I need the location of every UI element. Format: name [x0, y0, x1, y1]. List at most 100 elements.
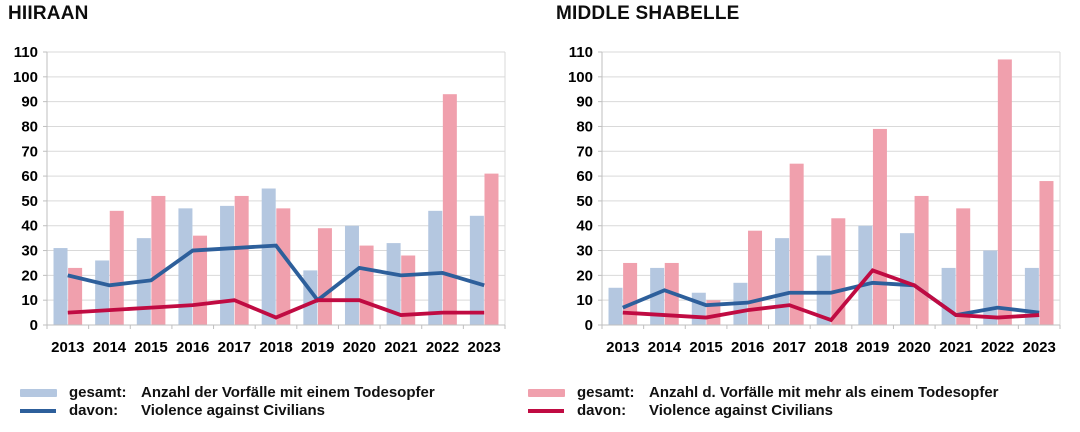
- x-axis-label: 2023: [467, 339, 500, 356]
- bar-gesamt-einem-todesopfer-2019: [858, 225, 873, 325]
- bar-gesamt-mehr-als-einem-todesopfer-2017: [234, 195, 249, 325]
- x-axis-label: 2017: [218, 339, 251, 356]
- x-axis-label: 2014: [93, 339, 127, 356]
- bar-gesamt-mehr-als-einem-todesopfer-2020: [359, 245, 374, 325]
- bar-gesamt-einem-todesopfer-2013: [608, 287, 623, 325]
- x-axis-label: 2019: [301, 339, 334, 356]
- bar-gesamt-mehr-als-einem-todesopfer-2023: [484, 173, 499, 325]
- legend-bar-swatch-pink-icon: [528, 388, 565, 397]
- bar-gesamt-mehr-als-einem-todesopfer-2014: [109, 210, 124, 325]
- x-axis-label: 2016: [176, 339, 209, 356]
- legend-prefix: gesamt:: [69, 384, 127, 401]
- legend-prefix: davon:: [69, 402, 119, 419]
- bar-gesamt-einem-todesopfer-2014: [650, 267, 665, 325]
- chart-panel-hiiraan: HIIRAAN 0 10 20 30 40 50 60 70 80 90 100 110 2013 201…: [0, 0, 540, 378]
- chart-panel-middle-shabelle: MIDDLE SHABELLE 0 10 20 30 40 50 60 70 80 90 100 11…: [540, 0, 1080, 378]
- y-axis-label: 60: [21, 168, 38, 185]
- y-axis-label: 0: [30, 317, 38, 334]
- y-axis-label: 70: [576, 143, 593, 160]
- x-axis-label: 2019: [856, 339, 889, 356]
- bar-gesamt-mehr-als-einem-todesopfer-2018: [276, 208, 291, 325]
- x-axis-label: 2023: [1022, 339, 1055, 356]
- chart-middle-shabelle: 0 10 20 30 40 50 60 70 80 90 100 110 2013 2014 2015 201…: [568, 44, 1061, 356]
- x-axis-label: 2022: [981, 339, 1014, 356]
- y-axis-label: 70: [21, 143, 38, 160]
- y-axis-label: 60: [576, 168, 593, 185]
- y-axis-label: 110: [14, 44, 38, 61]
- legend-prefix: gesamt:: [577, 384, 635, 401]
- y-axis-label: 50: [576, 193, 593, 210]
- y-axis-label: 10: [21, 292, 38, 309]
- bar-gesamt-einem-todesopfer-2016: [178, 208, 193, 325]
- x-axis-label: 2021: [384, 339, 417, 356]
- bar-gesamt-mehr-als-einem-todesopfer-2017: [789, 163, 804, 325]
- y-axis-label: 100: [568, 69, 593, 86]
- y-axis-label: 80: [21, 118, 38, 135]
- legend-bar-swatch-blue-icon: [20, 388, 57, 397]
- bar-gesamt-mehr-als-einem-todesopfer-2022: [997, 59, 1012, 325]
- legend-prefix: davon:: [577, 402, 627, 419]
- legend-row: gesamt: Anzahl d. Vorfälle mit mehr als …: [528, 384, 999, 401]
- line-davon-vac-einem: [67, 243, 485, 303]
- y-axis-label: 100: [13, 69, 38, 86]
- x-axis-label: 2015: [134, 339, 167, 356]
- x-axis-label: 2020: [898, 339, 931, 356]
- x-axis-label: 2016: [731, 339, 764, 356]
- line-davon-vac-mehr: [67, 298, 485, 320]
- legend-line-swatch-blue-icon: [20, 408, 56, 413]
- bar-gesamt-einem-todesopfer-2014: [95, 260, 110, 325]
- line-davon-vac-einem: [622, 280, 1040, 318]
- bar-gesamt-mehr-als-einem-todesopfer-2019: [317, 228, 332, 325]
- legend-label: Anzahl d. Vorfälle mit mehr als einem To…: [649, 384, 999, 401]
- legend-line-swatch-red-icon: [528, 408, 564, 413]
- bar-gesamt-mehr-als-einem-todesopfer-2015: [151, 195, 166, 325]
- x-axis-label: 2018: [814, 339, 847, 356]
- y-axis-label: 30: [576, 243, 593, 260]
- x-axis-label: 2013: [606, 339, 639, 356]
- chart-title-middle-shabelle: MIDDLE SHABELLE: [556, 3, 740, 24]
- bar-gesamt-einem-todesopfer-2021: [941, 267, 956, 325]
- bar-gesamt-einem-todesopfer-2013: [53, 248, 68, 325]
- legend-single-fatality: gesamt: Anzahl der Vorfälle mit einem To…: [20, 384, 435, 420]
- bar-gesamt-einem-todesopfer-2018: [816, 255, 831, 325]
- y-axis-label: 90: [576, 94, 593, 111]
- y-axis-label: 20: [576, 267, 593, 284]
- y-axis-label: 50: [21, 193, 38, 210]
- line-davon-vac-mehr: [622, 268, 1040, 323]
- y-axis-label: 40: [576, 218, 593, 235]
- bar-gesamt-einem-todesopfer-2017: [775, 238, 790, 325]
- bar-gesamt-einem-todesopfer-2017: [220, 205, 235, 325]
- bar-gesamt-einem-todesopfer-2015: [691, 292, 706, 325]
- x-axis-label: 2014: [648, 339, 682, 356]
- x-axis-label: 2021: [939, 339, 972, 356]
- legend-label: Violence against Civilians: [649, 402, 833, 419]
- bar-gesamt-einem-todesopfer-2018: [261, 188, 276, 325]
- bar-gesamt-einem-todesopfer-2022: [428, 210, 443, 325]
- bar-gesamt-mehr-als-einem-todesopfer-2019: [872, 128, 887, 325]
- chart-hiiraan: 0 10 20 30 40 50 60 70 80 90 100 110 2013 2014 2015 201…: [13, 44, 506, 356]
- bar-gesamt-einem-todesopfer-2023: [469, 215, 484, 325]
- legend-row: davon: Violence against Civilians: [20, 402, 435, 419]
- y-axis-label: 80: [576, 118, 593, 135]
- y-axis-label: 90: [21, 94, 38, 111]
- x-axis-label: 2018: [259, 339, 292, 356]
- y-axis-label: 30: [21, 243, 38, 260]
- x-axis-label: 2022: [426, 339, 459, 356]
- y-axis-label: 0: [585, 317, 593, 334]
- legend-label: Anzahl der Vorfälle mit einem Todesopfer: [141, 384, 435, 401]
- legend-row: gesamt: Anzahl der Vorfälle mit einem To…: [20, 384, 435, 401]
- x-axis-label: 2013: [51, 339, 84, 356]
- bar-gesamt-mehr-als-einem-todesopfer-2021: [956, 208, 971, 325]
- bar-gesamt-mehr-als-einem-todesopfer-2013: [623, 262, 638, 325]
- x-axis-label: 2020: [343, 339, 376, 356]
- bar-gesamt-einem-todesopfer-2021: [386, 243, 401, 325]
- bar-gesamt-einem-todesopfer-2022: [983, 250, 998, 325]
- bar-gesamt-mehr-als-einem-todesopfer-2020: [914, 195, 929, 325]
- bar-gesamt-mehr-als-einem-todesopfer-2018: [831, 218, 846, 325]
- y-axis-label: 110: [569, 44, 593, 61]
- chart-title-hiiraan: HIIRAAN: [8, 3, 89, 24]
- x-axis-label: 2017: [773, 339, 806, 356]
- bar-gesamt-mehr-als-einem-todesopfer-2023: [1039, 181, 1054, 325]
- y-axis-label: 10: [576, 292, 593, 309]
